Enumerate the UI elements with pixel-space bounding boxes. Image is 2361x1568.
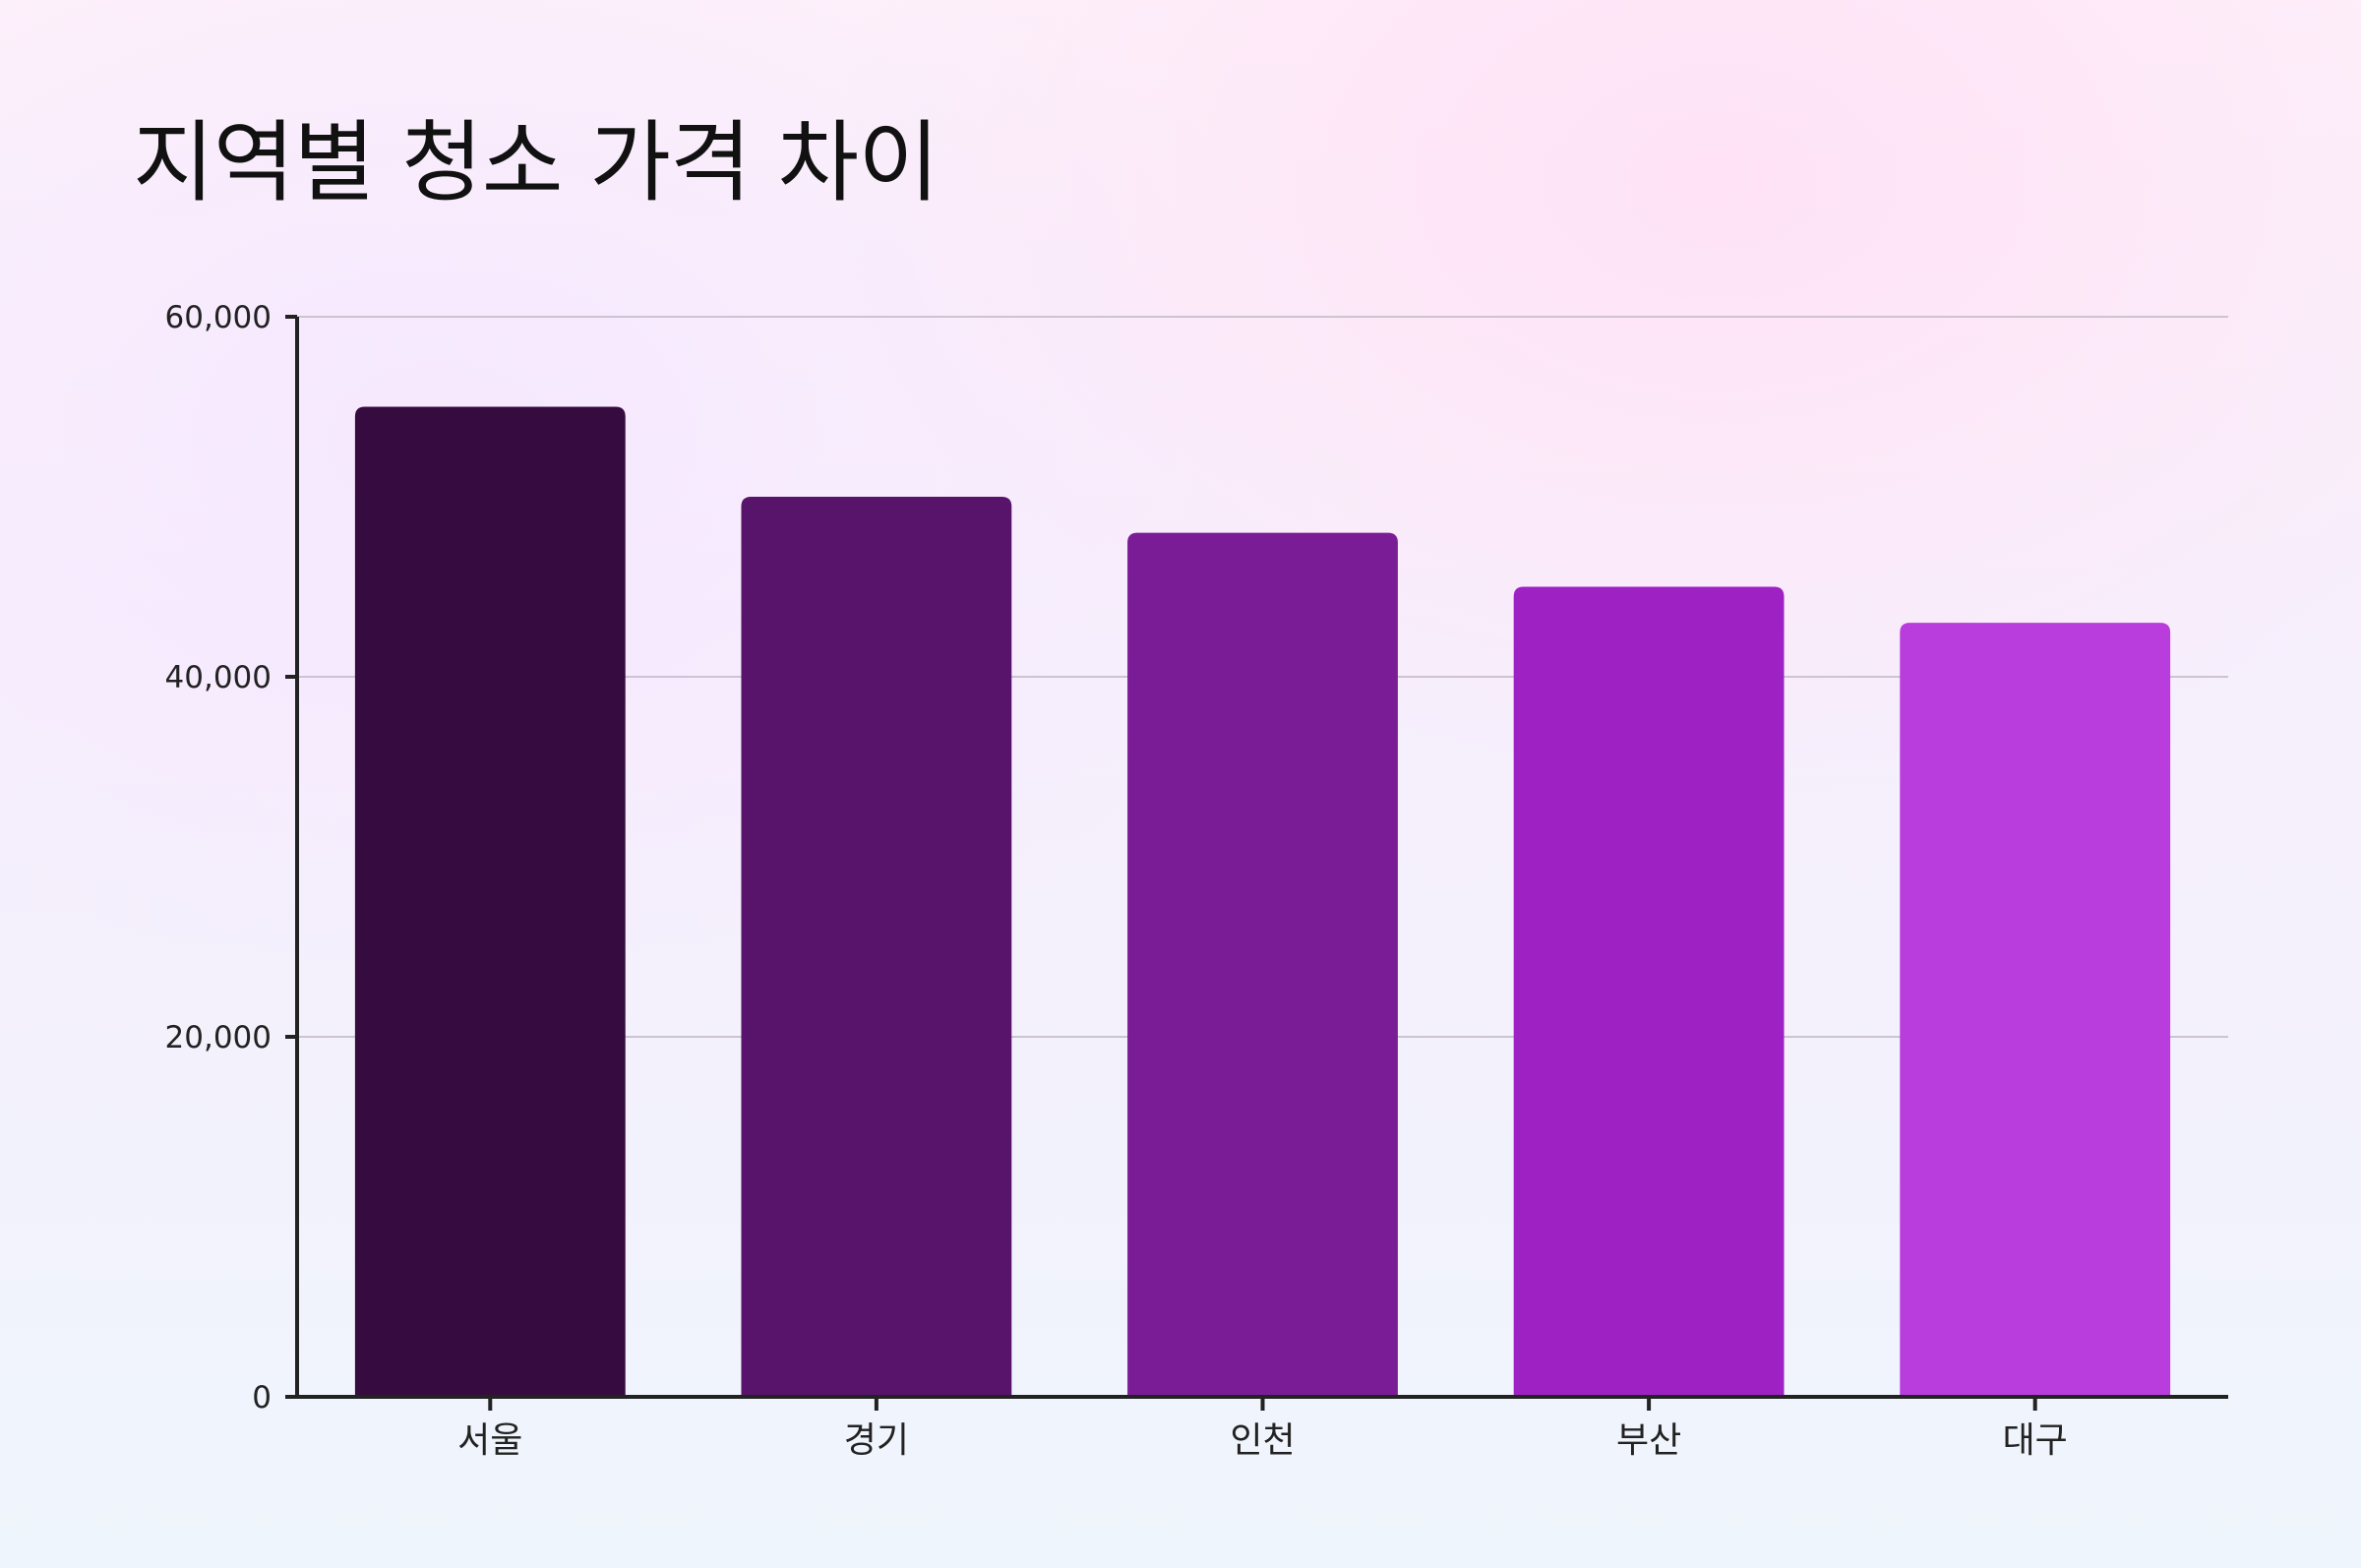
x-category-label: 인천 [1230, 1420, 1295, 1461]
x-category-label: 경기 [844, 1420, 909, 1461]
x-category-label: 대구 [2003, 1420, 2068, 1461]
chart-title: 지역별 청소 가격 차이 [133, 111, 939, 214]
x-category-label: 서울 [457, 1420, 522, 1461]
y-tick-label: 0 [252, 1380, 272, 1416]
bars [354, 406, 2171, 1397]
bar-0 [354, 406, 626, 1397]
bar-4 [1900, 623, 2171, 1397]
y-tick-label: 40,000 [165, 660, 272, 695]
bar-1 [741, 497, 1012, 1397]
bar-3 [1513, 586, 1785, 1397]
labels: 0 20,000 40,000 60,000 서울 경기 인천 부산 대구 [165, 300, 2068, 1461]
axes [285, 315, 2228, 1411]
y-tick-label: 20,000 [165, 1020, 272, 1055]
y-tick-label: 60,000 [165, 300, 272, 335]
bar-2 [1127, 532, 1398, 1397]
x-category-label: 부산 [1616, 1420, 1681, 1461]
